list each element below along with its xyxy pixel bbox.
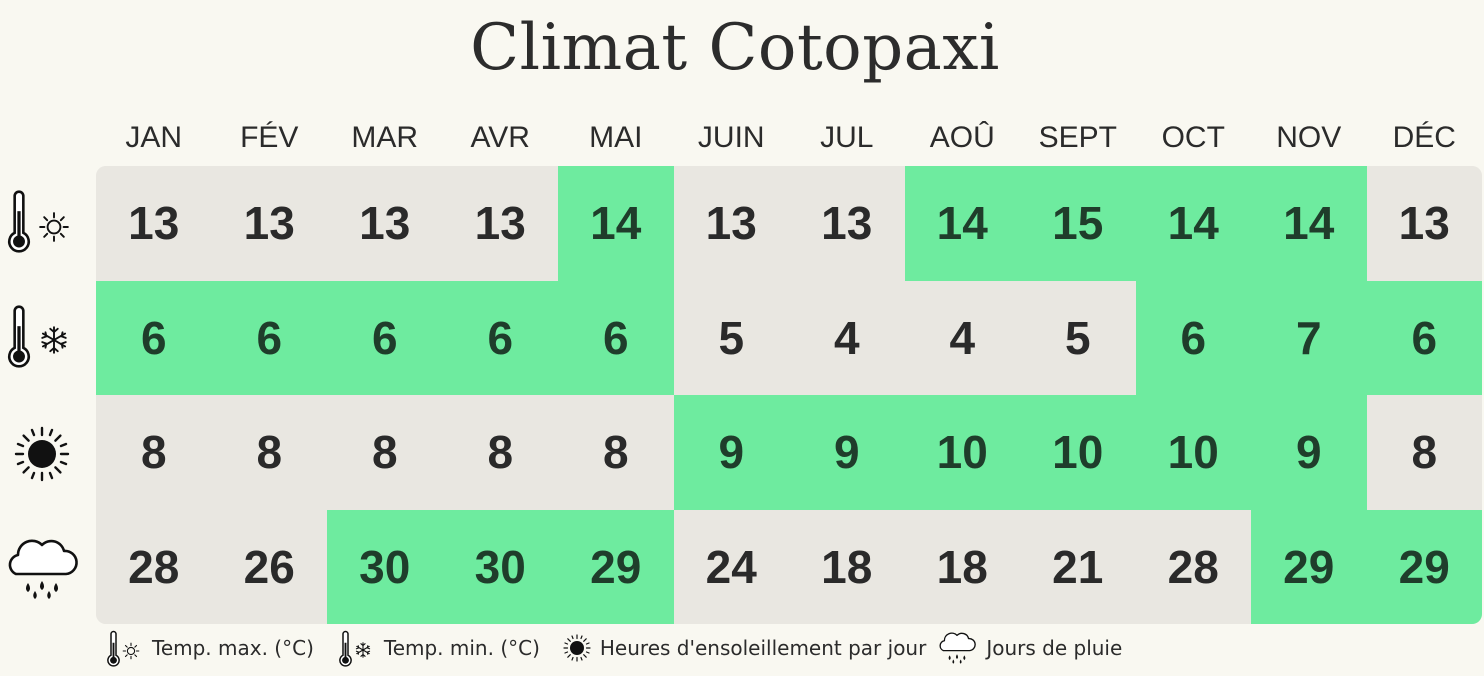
month-label: DÉC <box>1392 121 1456 154</box>
data-cell: 10 <box>1135 395 1251 510</box>
month-label: AOÛ <box>929 121 995 154</box>
thermometer-snow-icon <box>2 298 82 378</box>
data-cell: 29 <box>1251 509 1367 624</box>
data-cell: 9 <box>789 395 905 510</box>
legend-label: Temp. max. (°C) <box>152 636 314 660</box>
data-cell: 6 <box>442 280 558 395</box>
data-cell: 10 <box>1020 395 1136 510</box>
legend-label: Jours de pluie <box>986 636 1123 660</box>
month-label: MAI <box>589 121 643 154</box>
month-label: NOV <box>1276 121 1342 154</box>
month-label: SEPT <box>1038 121 1117 154</box>
data-cell: 13 <box>211 166 327 281</box>
data-cell: 9 <box>673 395 789 510</box>
data-cell: 6 <box>211 280 327 395</box>
data-cell: 13 <box>327 166 443 281</box>
data-cell: 5 <box>673 280 789 395</box>
legend-item-sunshine: Heures d'ensoleillement par jour <box>562 633 926 663</box>
data-cell: 6 <box>96 280 212 395</box>
thermometer-sun-icon <box>2 183 82 263</box>
data-cell: 15 <box>1020 166 1136 281</box>
data-cell: 7 <box>1251 280 1367 395</box>
data-cell: 28 <box>96 509 212 624</box>
data-cell: 14 <box>1251 166 1367 281</box>
sunshine-row: 8 8 8 8 8 9 9 10 10 10 9 8 <box>96 395 1482 510</box>
thermometer-sun-icon <box>106 630 140 667</box>
month-label: JUIN <box>697 121 765 154</box>
data-cell: 30 <box>327 509 443 624</box>
legend-item-temp-min: Temp. min. (°C) <box>336 628 540 668</box>
data-cell: 28 <box>1135 509 1251 624</box>
data-cell: 8 <box>96 395 212 510</box>
data-cell: 6 <box>327 280 443 395</box>
data-cell: 5 <box>1020 280 1136 395</box>
data-cell: 9 <box>1251 395 1367 510</box>
sun-icon <box>2 414 82 494</box>
data-cell: 24 <box>673 509 789 624</box>
data-cell: 4 <box>904 280 1020 395</box>
data-cell: 26 <box>211 509 327 624</box>
month-label: FÉV <box>240 121 299 154</box>
data-cell: 18 <box>904 509 1020 624</box>
data-cell: 14 <box>904 166 1020 281</box>
rain-cloud-icon <box>2 528 82 608</box>
data-cell: 13 <box>96 166 212 281</box>
data-cell: 13 <box>789 166 905 281</box>
data-cell: 8 <box>1366 395 1482 510</box>
temp-max-row: 13 13 13 13 14 13 13 14 15 14 14 13 <box>96 166 1482 281</box>
data-cell: 18 <box>789 509 905 624</box>
data-cell: 13 <box>673 166 789 281</box>
data-cell: 8 <box>327 395 443 510</box>
month-label: MAR <box>351 121 419 154</box>
sun-icon <box>563 634 591 662</box>
rain-cloud-icon <box>939 632 977 665</box>
data-cell: 8 <box>211 395 327 510</box>
data-cell: 13 <box>442 166 558 281</box>
data-cell: 14 <box>1135 166 1251 281</box>
legend-item-temp-max: Temp. max. (°C) <box>104 628 314 668</box>
month-header: JAN FÉV MAR AVR MAI JUIN JUL AOÛ SEPT OCT NOV DÉC <box>96 116 1482 160</box>
data-cell: 10 <box>904 395 1020 510</box>
data-cell: 13 <box>1366 166 1482 281</box>
data-cell: 14 <box>558 166 674 281</box>
data-cell: 30 <box>442 509 558 624</box>
data-cell: 6 <box>1135 280 1251 395</box>
month-label: JUL <box>820 121 874 154</box>
data-cell: 4 <box>789 280 905 395</box>
legend-item-rain: Jours de pluie <box>936 629 1122 667</box>
legend-label: Temp. min. (°C) <box>383 636 540 660</box>
rain-days-row: 28 26 30 30 29 24 18 18 21 28 29 29 <box>96 509 1482 624</box>
data-cell: 8 <box>558 395 674 510</box>
chart-title: Climat Cotopaxi <box>470 11 1000 85</box>
month-label: AVR <box>470 121 530 154</box>
legend-label: Heures d'ensoleillement par jour <box>599 636 927 660</box>
month-label: OCT <box>1161 121 1225 154</box>
data-cell: 21 <box>1020 509 1136 624</box>
data-cell: 29 <box>558 509 674 624</box>
legend: Temp. max. (°C) Temp. min. (°C) Heures d… <box>104 626 1128 670</box>
thermometer-snow-icon <box>338 630 371 667</box>
climate-table: 13 13 13 13 14 13 13 14 15 14 14 13 6 6 6 6 6 5 4 4 5 6 7 6 8 8 8 8… <box>96 166 1482 624</box>
data-cell: 6 <box>558 280 674 395</box>
month-label: JAN <box>125 121 183 154</box>
data-cell: 29 <box>1366 509 1482 624</box>
data-cell: 6 <box>1366 280 1482 395</box>
data-cell: 8 <box>442 395 558 510</box>
